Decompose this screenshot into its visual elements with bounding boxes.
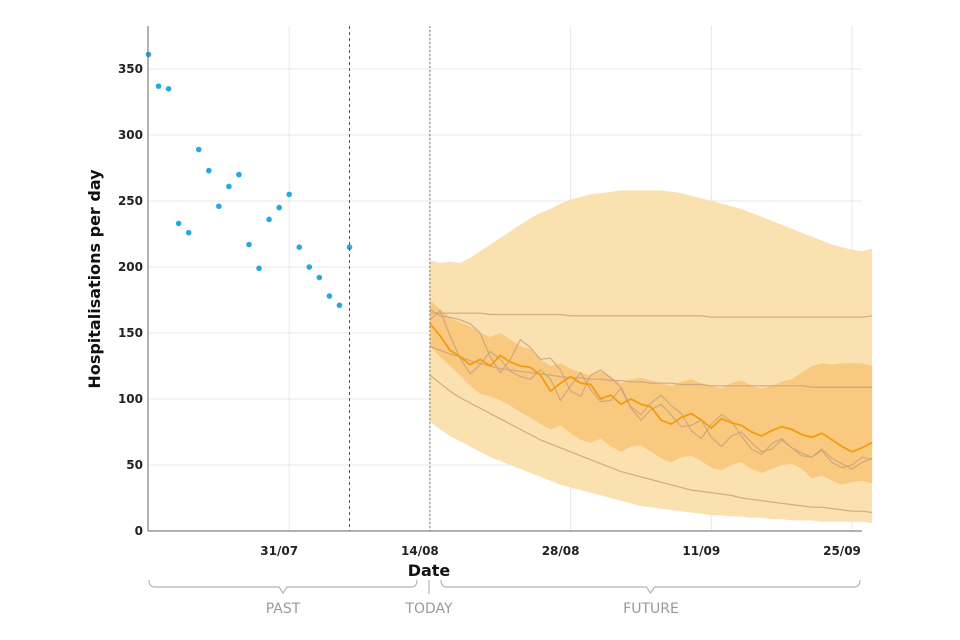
observed-point bbox=[246, 241, 252, 248]
observed-point bbox=[236, 171, 242, 178]
forecast-sample-lines bbox=[429, 308, 873, 514]
observed-point bbox=[276, 204, 282, 211]
x-tick-label: 28/08 bbox=[542, 544, 580, 558]
y-axis-title: Hospitalisations per day bbox=[85, 169, 104, 389]
observed-point bbox=[226, 183, 232, 190]
observed-point bbox=[206, 167, 212, 174]
section-brackets bbox=[148, 579, 861, 595]
observed-point bbox=[175, 220, 182, 227]
sample-line-5 bbox=[429, 374, 873, 514]
reference-lines bbox=[349, 26, 431, 531]
observed-point bbox=[286, 191, 293, 198]
observed-point bbox=[326, 293, 333, 299]
observed-points bbox=[145, 51, 353, 309]
today-label: TODAY bbox=[404, 601, 453, 617]
sample-line-2 bbox=[429, 309, 873, 469]
y-tick-label: 250 bbox=[118, 194, 143, 208]
past-bracket bbox=[148, 579, 418, 595]
observed-point bbox=[256, 265, 262, 272]
sample-line-4 bbox=[429, 345, 873, 388]
y-tick-label: 200 bbox=[118, 260, 143, 274]
sample-line-3 bbox=[429, 312, 873, 318]
observed-point bbox=[346, 244, 353, 250]
x-tick-label: 31/07 bbox=[260, 544, 298, 558]
past-label: PAST bbox=[266, 601, 301, 617]
observed-point bbox=[336, 302, 343, 309]
tick-labels: 0 50 100 150 200 250 300 350 31/07 14/08 28/08 11/0… bbox=[118, 62, 861, 558]
inner-uncertainty-band bbox=[429, 300, 873, 485]
y-tick-label: 0 bbox=[135, 524, 143, 538]
observed-point bbox=[216, 203, 222, 210]
y-tick-label: 300 bbox=[118, 128, 143, 142]
sample-line-1 bbox=[429, 308, 873, 470]
median-line bbox=[429, 323, 873, 453]
y-tick-label: 150 bbox=[118, 326, 143, 340]
observed-point bbox=[296, 244, 303, 250]
x-axis-title: Date bbox=[408, 561, 451, 580]
y-tick-label: 50 bbox=[126, 458, 143, 472]
forecast-median bbox=[429, 323, 873, 453]
y-tick-label: 350 bbox=[118, 62, 143, 76]
x-tick-label: 25/09 bbox=[823, 544, 861, 558]
observed-point bbox=[316, 274, 323, 281]
observed-point bbox=[266, 216, 272, 223]
future-label: FUTURE bbox=[623, 601, 679, 617]
axes bbox=[147, 26, 862, 532]
future-bracket bbox=[440, 579, 861, 595]
observed-point bbox=[165, 86, 172, 92]
observed-point bbox=[306, 264, 313, 270]
x-tick-label: 14/08 bbox=[401, 544, 439, 558]
observed-point bbox=[185, 229, 192, 236]
y-tick-label: 100 bbox=[118, 392, 143, 406]
x-tick-label: 11/09 bbox=[682, 544, 720, 558]
observed-point bbox=[155, 83, 162, 89]
observed-point bbox=[195, 146, 202, 153]
